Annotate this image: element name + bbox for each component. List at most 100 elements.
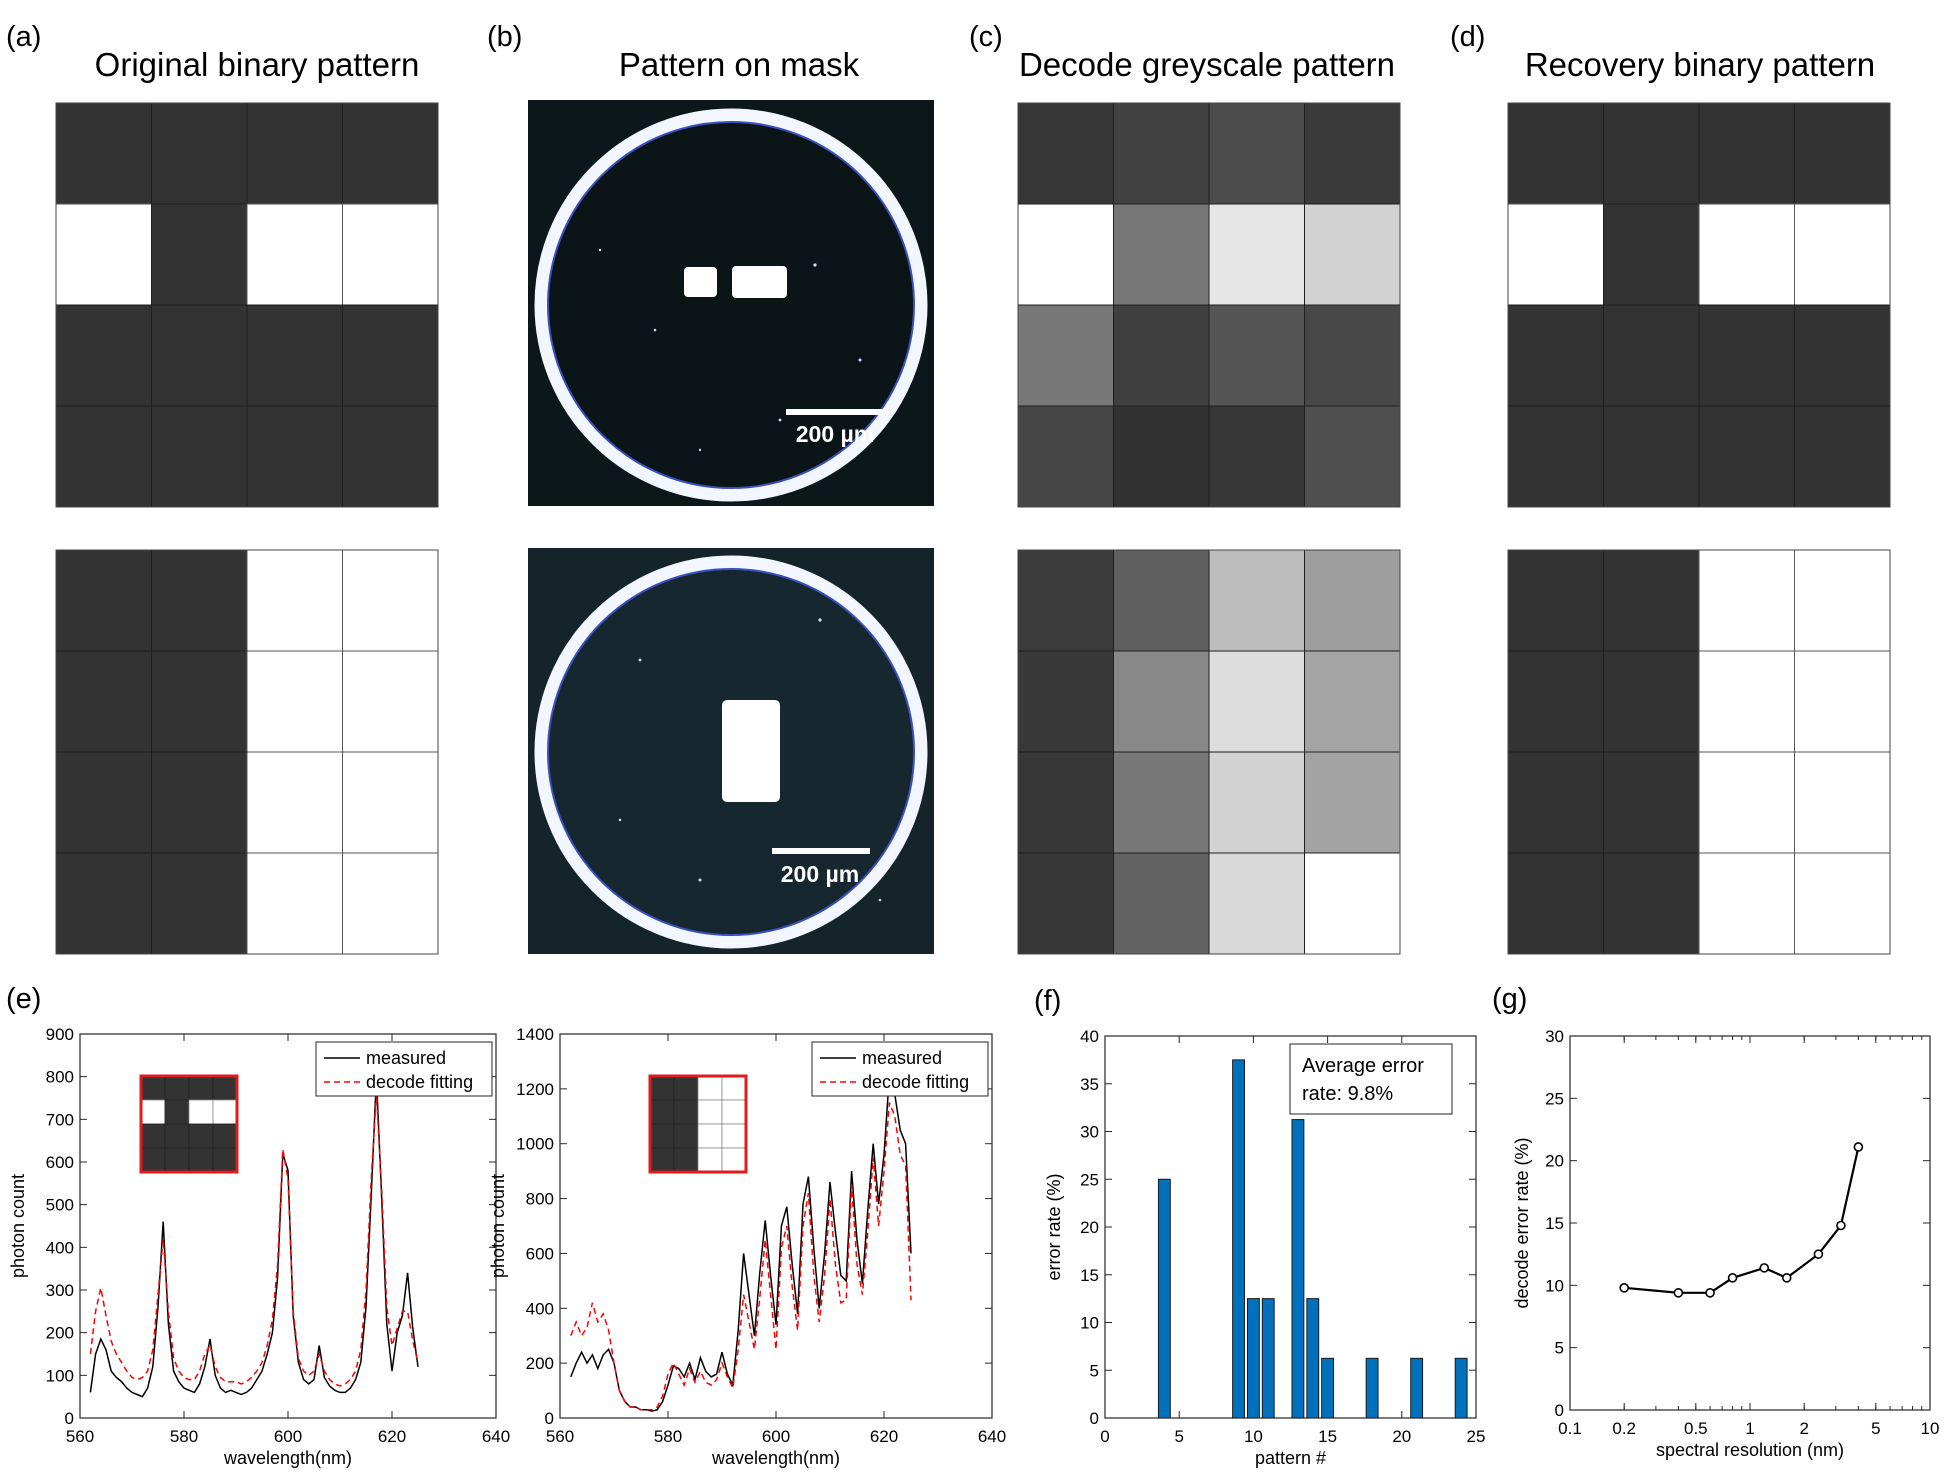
pattern-cell — [55, 549, 152, 652]
y-axis-label: photon count — [8, 1174, 28, 1278]
mask-aperture-left — [684, 267, 717, 297]
inset-pattern-cell — [164, 1123, 190, 1149]
legend-label-measured: measured — [366, 1048, 446, 1068]
inset-pattern-cell — [140, 1075, 166, 1101]
pattern-cell — [1603, 304, 1700, 407]
pattern-cell — [1507, 549, 1604, 652]
y-tick-label: 5 — [1090, 1361, 1099, 1380]
y-tick-label: 25 — [1080, 1170, 1099, 1189]
inset-pattern-cell — [673, 1123, 699, 1149]
panel-letter-b: (b) — [487, 21, 522, 53]
pattern-cell — [1794, 650, 1891, 753]
pattern-cell — [1113, 304, 1210, 407]
panel-title-b: Pattern on mask — [619, 46, 860, 83]
y-tick-label: 0 — [1555, 1401, 1564, 1420]
error-bar — [1321, 1357, 1335, 1419]
pattern-cell — [151, 751, 248, 854]
decode-error-point — [1619, 1283, 1629, 1293]
scale-bar-top-label: 200 µm — [796, 421, 874, 447]
y-tick-label: 30 — [1080, 1123, 1099, 1142]
pattern-cell — [342, 751, 439, 854]
y-tick-label: 15 — [1545, 1214, 1564, 1233]
y-tick-label: 0 — [1090, 1409, 1099, 1428]
y-tick-label: 500 — [46, 1196, 74, 1215]
pattern-cell — [1304, 751, 1401, 854]
decode-pattern-top-grid — [1017, 102, 1401, 508]
scale-bar-bottom — [772, 848, 870, 854]
inset-pattern-frame — [139, 1074, 239, 1174]
scale-bar-bottom-label: 200 µm — [781, 861, 859, 887]
pattern-cell — [1698, 102, 1795, 205]
inset-pattern-cell — [188, 1123, 214, 1149]
inset-pattern-cell — [164, 1099, 190, 1125]
pattern-cell — [1603, 549, 1700, 652]
pattern-cell — [151, 304, 248, 407]
pattern-cell — [342, 852, 439, 955]
pattern-cell — [246, 405, 343, 508]
inset-pattern-cell — [673, 1099, 699, 1125]
pattern-cell — [1698, 751, 1795, 854]
error-bar — [1410, 1357, 1424, 1419]
y-tick-label: 0 — [545, 1409, 554, 1428]
inset-pattern-cell — [721, 1099, 747, 1125]
pattern-cell — [1603, 650, 1700, 753]
pattern-cell — [151, 203, 248, 306]
mask-aperture-right — [732, 266, 787, 298]
inset-pattern-cell — [212, 1147, 238, 1173]
pattern-cell — [151, 852, 248, 955]
measured-line — [89, 1076, 419, 1398]
x-tick-label: 25 — [1467, 1427, 1486, 1446]
pattern-cell — [246, 304, 343, 407]
x-tick-label: 620 — [870, 1427, 898, 1446]
pattern-cell — [1698, 203, 1795, 306]
inset-pattern-cell — [697, 1075, 723, 1101]
x-tick-label: 580 — [654, 1427, 682, 1446]
inset-pattern-cell — [188, 1147, 214, 1173]
pattern-cell — [1017, 852, 1114, 955]
pattern-cell — [1698, 405, 1795, 508]
decode-error-point — [1759, 1263, 1770, 1273]
x-tick-label: 0.2 — [1612, 1419, 1636, 1438]
mask-photo-bottom: 200 µm — [528, 548, 934, 954]
y-tick-label: 40 — [1080, 1027, 1099, 1046]
error-bar — [1306, 1298, 1320, 1419]
pattern-cell — [1113, 203, 1210, 306]
pattern-cell — [55, 852, 152, 955]
scale-bar-top — [786, 409, 884, 415]
pattern-cell — [1698, 852, 1795, 955]
pattern-cell — [342, 549, 439, 652]
y-tick-label: 1200 — [516, 1080, 554, 1099]
pattern-cell — [1507, 102, 1604, 205]
x-tick-label: 600 — [762, 1427, 790, 1446]
inset-pattern-cell — [212, 1099, 238, 1125]
x-tick-label: 560 — [546, 1427, 574, 1446]
panel-letter-a: (a) — [6, 21, 41, 53]
pattern-cell — [151, 549, 248, 652]
pattern-cell — [1507, 405, 1604, 508]
pattern-cell — [1698, 304, 1795, 407]
panel-letter-c: (c) — [969, 21, 1003, 53]
panel-letter-e: (e) — [6, 983, 41, 1015]
panel-letter-g: (g) — [1492, 983, 1527, 1015]
y-tick-label: 400 — [46, 1238, 74, 1257]
pattern-cell — [1603, 751, 1700, 854]
inset-pattern-cell — [649, 1123, 675, 1149]
pattern-cell — [1603, 203, 1700, 306]
pattern-cell — [1603, 102, 1700, 205]
error-bar — [1232, 1059, 1245, 1419]
pattern-cell — [342, 203, 439, 306]
pattern-cell — [246, 852, 343, 955]
spectrum-chart-2: 560 580 600 620 640 0 200 400 600 800 1000 1200 1400… — [488, 1025, 1006, 1468]
inset-pattern-cell — [140, 1147, 166, 1173]
pattern-cell — [246, 650, 343, 753]
y-tick-label: 300 — [46, 1281, 74, 1300]
pattern-cell — [1208, 203, 1305, 306]
x-tick-label: 620 — [378, 1427, 406, 1446]
error-bar — [1365, 1357, 1379, 1419]
y-tick-label: 0 — [65, 1409, 74, 1428]
pattern-cell — [55, 650, 152, 753]
pattern-cell — [55, 405, 152, 508]
inset-pattern-cell — [721, 1075, 747, 1101]
x-tick-label: 0.1 — [1558, 1419, 1582, 1438]
